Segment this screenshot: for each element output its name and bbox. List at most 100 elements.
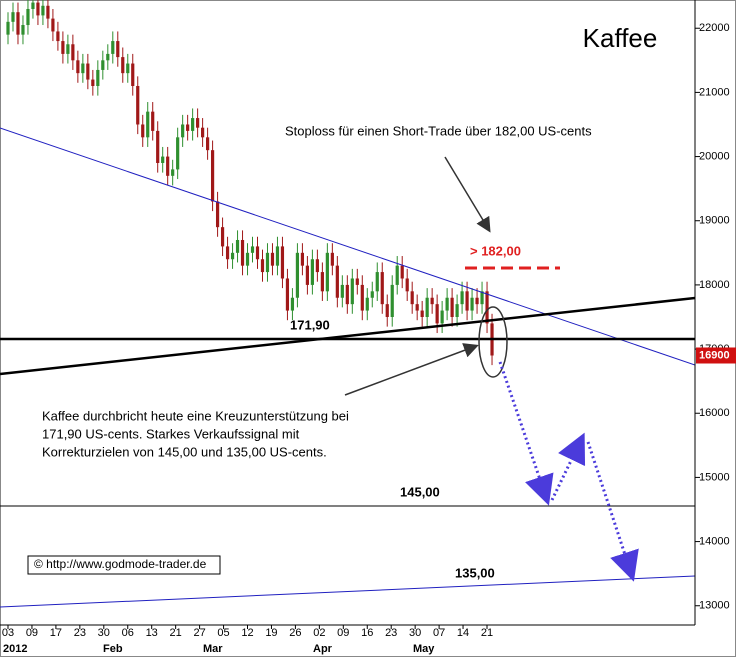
candle-body — [41, 5, 45, 16]
candle-body — [91, 79, 95, 86]
candle-body — [250, 246, 255, 253]
candle-body — [230, 252, 235, 260]
y-tick-label: 22000 — [699, 22, 730, 34]
candle-body — [390, 284, 394, 317]
x-tick-label: 30 — [98, 627, 110, 639]
candle-body — [141, 124, 145, 138]
projection — [586, 441, 639, 582]
candle-body — [56, 31, 60, 42]
y-tick-label: 14000 — [699, 535, 730, 547]
candle-body — [445, 297, 449, 311]
candle-body — [245, 252, 250, 266]
trendline — [0, 127, 695, 366]
candle-body — [380, 272, 384, 305]
candle-body — [235, 239, 240, 253]
candle-body — [400, 265, 404, 279]
x-tick-label: 09 — [26, 627, 38, 639]
candle-body — [171, 169, 175, 176]
candle-body — [440, 310, 444, 324]
candle-body — [111, 41, 115, 54]
candle-body — [6, 21, 10, 35]
candle-body — [335, 265, 339, 298]
x-tick-label: 03 — [2, 627, 14, 639]
price-label: 16900 — [699, 349, 730, 361]
candle-body — [375, 272, 379, 292]
ellipse — [478, 306, 508, 378]
candle-body — [21, 25, 25, 35]
candle-body — [31, 2, 35, 9]
x-tick-label: 06 — [122, 627, 134, 639]
x-tick-label: 23 — [74, 627, 86, 639]
y-tick-label: 18000 — [699, 279, 730, 291]
trendline — [0, 296, 695, 376]
candle-body — [106, 53, 110, 61]
candle-body — [220, 227, 225, 247]
candle-body — [46, 5, 50, 19]
candle-body — [420, 310, 424, 317]
annotation: Kaffee durchbricht heute eine Kreuzunter… — [42, 408, 349, 423]
candle-body — [345, 284, 349, 305]
candle-body — [480, 291, 484, 305]
candle-body — [415, 304, 419, 311]
annotation: > 182,00 — [470, 243, 521, 258]
candle-body — [255, 246, 260, 260]
candle-body — [136, 85, 140, 125]
candle-body — [435, 304, 439, 324]
month-label: Mar — [203, 643, 223, 655]
candle-body — [161, 156, 165, 163]
candle-body — [340, 284, 344, 298]
candle-body — [425, 297, 429, 317]
candle-body — [475, 297, 479, 305]
candle-body — [285, 278, 290, 311]
x-tick-label: 17 — [50, 627, 62, 639]
candle-body — [196, 118, 200, 128]
candle-body — [485, 291, 489, 324]
candle-body — [101, 60, 105, 70]
candle-body — [365, 297, 369, 311]
candle-body — [310, 259, 314, 285]
candle-body — [16, 12, 20, 35]
x-tick-label: 21 — [481, 627, 493, 639]
arrow — [344, 343, 479, 396]
candle-body — [460, 291, 464, 305]
candle-body — [430, 297, 434, 305]
candle-body — [181, 124, 185, 138]
candle-body — [450, 297, 454, 317]
candle-body — [240, 239, 245, 266]
candle-body — [395, 265, 399, 285]
candle-body — [186, 124, 190, 131]
candle-body — [191, 118, 195, 131]
candle-body — [385, 304, 389, 317]
candle-body — [81, 63, 85, 74]
x-tick-label: 05 — [217, 627, 229, 639]
annotation: Korrekturzielen von 145,00 und 135,00 US… — [42, 444, 327, 459]
candle-body — [61, 41, 65, 54]
candle-body — [300, 252, 305, 266]
candle-body — [206, 137, 210, 151]
candle-body — [470, 297, 474, 311]
projection — [550, 432, 586, 501]
month-label: May — [413, 643, 435, 655]
candle-body — [350, 278, 354, 305]
arrow — [444, 156, 491, 233]
candle-body — [210, 150, 215, 202]
x-tick-label: 26 — [289, 627, 301, 639]
candle-body — [225, 246, 230, 260]
annotation: 171,90 — [290, 317, 330, 332]
candle-body — [465, 291, 469, 311]
candle-body — [280, 246, 285, 279]
axes: 1300014000150001600017000180001900020000… — [2, 22, 736, 655]
month-label: Apr — [313, 643, 333, 655]
candle-body — [36, 2, 40, 16]
month-label: 2012 — [3, 643, 27, 655]
candle-body — [11, 12, 15, 22]
candle-body — [176, 137, 180, 170]
candle-body — [86, 63, 90, 80]
x-tick-label: 13 — [146, 627, 158, 639]
candle-body — [320, 272, 324, 292]
candle-body — [370, 291, 374, 298]
x-tick-label: 02 — [313, 627, 325, 639]
y-tick-label: 13000 — [699, 600, 730, 612]
